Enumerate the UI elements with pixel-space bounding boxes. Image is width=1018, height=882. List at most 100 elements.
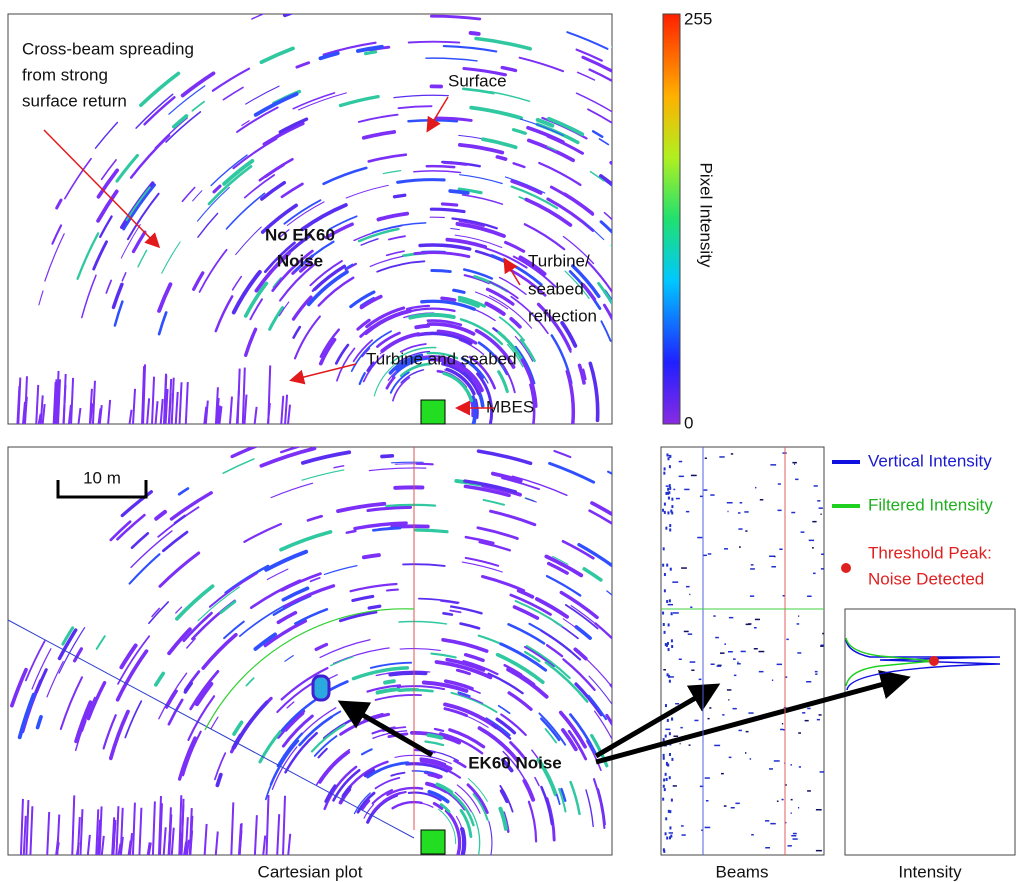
echo [705, 106, 738, 139]
echo [606, 590, 612, 596]
echo [173, 514, 186, 525]
echo [17, 692, 36, 740]
echo [157, 282, 173, 313]
echo [208, 572, 258, 608]
echo [44, 233, 65, 282]
echo [663, 510, 666, 514]
echo [820, 645, 824, 647]
echo [476, 449, 533, 466]
echo [478, 540, 511, 552]
echo [397, 350, 431, 363]
echo [189, 670, 220, 711]
echo [820, 568, 824, 570]
echo [425, 781, 449, 794]
echo [765, 847, 770, 849]
echo [259, 447, 317, 468]
echo [577, 543, 612, 568]
echo [157, 796, 162, 855]
arrow [43, 129, 161, 249]
echo [749, 758, 752, 760]
echo [299, 260, 313, 273]
echo [694, 719, 699, 722]
echo [691, 669, 695, 671]
echo [198, 248, 228, 293]
echo [667, 511, 670, 515]
echo [285, 712, 305, 732]
echo [498, 806, 508, 831]
echo [414, 323, 431, 330]
echo [117, 635, 151, 685]
echo [581, 55, 612, 73]
echo [55, 837, 60, 855]
sonar-echoes [16, 14, 823, 424]
echo [436, 329, 478, 345]
echo [309, 260, 343, 287]
echo [353, 792, 371, 815]
echo [510, 295, 549, 335]
legend-swatch [841, 563, 851, 573]
echo [86, 681, 107, 721]
echo [688, 744, 691, 746]
echo [668, 732, 671, 736]
echo [704, 826, 711, 829]
echo [802, 203, 823, 245]
echo [386, 786, 424, 796]
echo [399, 362, 431, 378]
echo [494, 354, 516, 394]
echo [504, 176, 546, 194]
echo [558, 787, 567, 813]
echo [382, 170, 402, 175]
echo [129, 134, 171, 179]
echo [786, 638, 789, 641]
echo [243, 394, 248, 424]
echo [292, 325, 302, 339]
echo [366, 684, 402, 693]
echo [294, 608, 329, 625]
echo [728, 616, 734, 619]
echo [512, 605, 540, 620]
caption: Beams [716, 862, 769, 881]
echo [245, 85, 280, 105]
echo [668, 599, 671, 603]
echo [670, 639, 673, 643]
echo [455, 711, 489, 728]
echo [19, 798, 24, 855]
echo [356, 791, 376, 814]
echo [739, 502, 743, 504]
echo [183, 841, 188, 855]
echo [776, 800, 779, 802]
echo [463, 653, 485, 663]
echo [488, 295, 533, 329]
echo [704, 777, 710, 779]
echo [460, 827, 466, 855]
echo [780, 728, 784, 731]
echo [376, 331, 401, 348]
echo [459, 809, 473, 838]
echo [214, 831, 219, 855]
echo [276, 814, 281, 855]
echo [620, 656, 634, 673]
echo [424, 740, 445, 747]
echo [763, 146, 788, 180]
echo [561, 539, 595, 560]
echo [214, 752, 227, 781]
echo [280, 447, 301, 454]
echo [230, 802, 235, 855]
echo [300, 441, 312, 444]
echo [451, 217, 498, 230]
echo [414, 528, 449, 534]
echo [413, 251, 471, 259]
echo [393, 94, 449, 99]
echo [372, 526, 402, 532]
echo [699, 495, 704, 498]
echo [675, 497, 680, 500]
echo [669, 567, 672, 571]
echo [488, 820, 493, 855]
echo [564, 270, 590, 299]
echo [499, 785, 514, 813]
echo [211, 67, 251, 92]
echo [561, 728, 578, 752]
echo [294, 240, 335, 272]
echo [174, 391, 179, 424]
echo [448, 189, 470, 195]
